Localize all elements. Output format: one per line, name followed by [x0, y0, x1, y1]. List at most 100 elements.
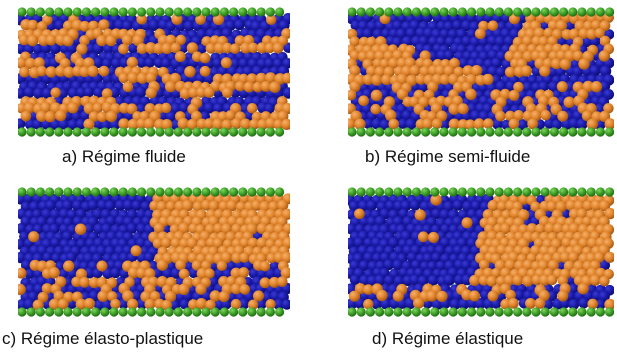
bottom-wall-particle [137, 307, 147, 317]
blue-particle [24, 268, 35, 280]
orange-particle [238, 267, 250, 279]
orange-particle [366, 65, 378, 77]
bottom-wall-particle [522, 127, 532, 137]
bottom-wall-particle [256, 127, 266, 137]
orange-particle [461, 217, 473, 229]
bottom-wall-particle [457, 307, 467, 317]
orange-particle [593, 252, 605, 263]
orange-particle [273, 119, 284, 130]
orange-particle [496, 200, 508, 212]
orange-particle [543, 27, 555, 39]
bottom-wall-particle [256, 307, 266, 317]
bottom-wall-particle [155, 127, 165, 137]
orange-particle [473, 118, 485, 130]
blue-particle [453, 274, 465, 286]
blue-particle [196, 43, 207, 55]
bottom-wall-particle [430, 127, 440, 137]
orange-particle [546, 200, 558, 212]
orange-particle [218, 200, 230, 212]
orange-particle [565, 199, 577, 212]
blue-particle [599, 65, 612, 77]
top-wall-particle [201, 187, 211, 197]
orange-particle [470, 64, 483, 77]
orange-particle [599, 35, 611, 47]
blue-particle [397, 118, 409, 129]
orange-particle [417, 231, 429, 243]
top-wall-particle [109, 7, 119, 17]
top-wall-particle [430, 187, 440, 197]
bottom-wall-particle [540, 307, 550, 317]
orange-particle [412, 297, 425, 309]
orange-particle [179, 87, 192, 100]
bottom-wall-particle [476, 307, 486, 317]
orange-particle [348, 118, 356, 130]
top-wall-particle [365, 7, 375, 17]
bottom-wall-particle [549, 127, 559, 137]
bottom-wall-particle [559, 307, 569, 317]
bottom-wall-particle [439, 307, 449, 317]
blue-particle [427, 274, 439, 286]
bottom-wall-particle [531, 307, 541, 317]
orange-particle [604, 118, 614, 130]
bottom-wall-particle [164, 307, 174, 317]
panel-elastic-regime [348, 186, 614, 318]
top-wall-particle [45, 187, 55, 197]
orange-particle [552, 222, 565, 235]
caption-elastic-regime: d) Régime élastique [372, 329, 524, 348]
orange-particle [181, 199, 194, 212]
bottom-wall-particle [72, 127, 82, 137]
orange-particle [534, 297, 546, 309]
top-wall-particle [81, 7, 91, 17]
orange-particle [127, 267, 140, 279]
bottom-wall-particle [192, 307, 202, 317]
blue-particle [363, 237, 374, 249]
bottom-wall-particle [503, 307, 513, 317]
orange-particle [164, 290, 177, 303]
orange-particle [371, 74, 383, 86]
orange-particle [20, 110, 32, 122]
blue-particle [551, 119, 563, 130]
orange-particle [487, 290, 499, 302]
orange-particle [33, 57, 45, 69]
blue-particle [18, 118, 26, 130]
bottom-wall-particle [91, 127, 101, 137]
orange-particle [105, 35, 117, 47]
top-wall-particle [118, 7, 128, 17]
orange-particle [205, 43, 217, 54]
bottom-wall-particle [247, 127, 257, 137]
orange-particle [226, 199, 238, 212]
orange-particle [240, 42, 252, 54]
blue-particle [372, 252, 383, 264]
top-wall-particle [476, 7, 486, 17]
blue-particle [134, 86, 147, 98]
orange-particle [218, 290, 230, 303]
bottom-wall-particle [485, 127, 495, 137]
top-wall-particle [146, 7, 156, 17]
top-wall-particle [439, 187, 449, 197]
bottom-wall-particle [375, 127, 385, 137]
orange-particle [27, 34, 39, 47]
orange-particle [363, 284, 374, 295]
orange-particle [259, 277, 271, 289]
bottom-wall-particle [100, 127, 110, 137]
top-wall-particle [91, 7, 101, 17]
bottom-wall-particle [457, 127, 467, 137]
orange-particle [354, 283, 366, 295]
top-wall-particle [265, 187, 275, 197]
orange-particle [252, 290, 265, 302]
orange-particle [192, 201, 204, 212]
orange-particle [281, 118, 290, 131]
orange-particle [213, 42, 226, 54]
bottom-wall-particle [513, 127, 523, 137]
top-wall-particle [146, 187, 156, 197]
orange-particle [63, 260, 75, 272]
bottom-wall-particle [81, 127, 91, 137]
bottom-wall-particle [35, 307, 45, 317]
blue-particle [282, 87, 290, 99]
orange-particle [280, 267, 290, 279]
orange-particle [127, 72, 139, 84]
orange-particle [191, 260, 203, 271]
orange-particle [50, 87, 61, 98]
orange-particle [145, 87, 157, 99]
top-wall-particle [192, 7, 202, 17]
